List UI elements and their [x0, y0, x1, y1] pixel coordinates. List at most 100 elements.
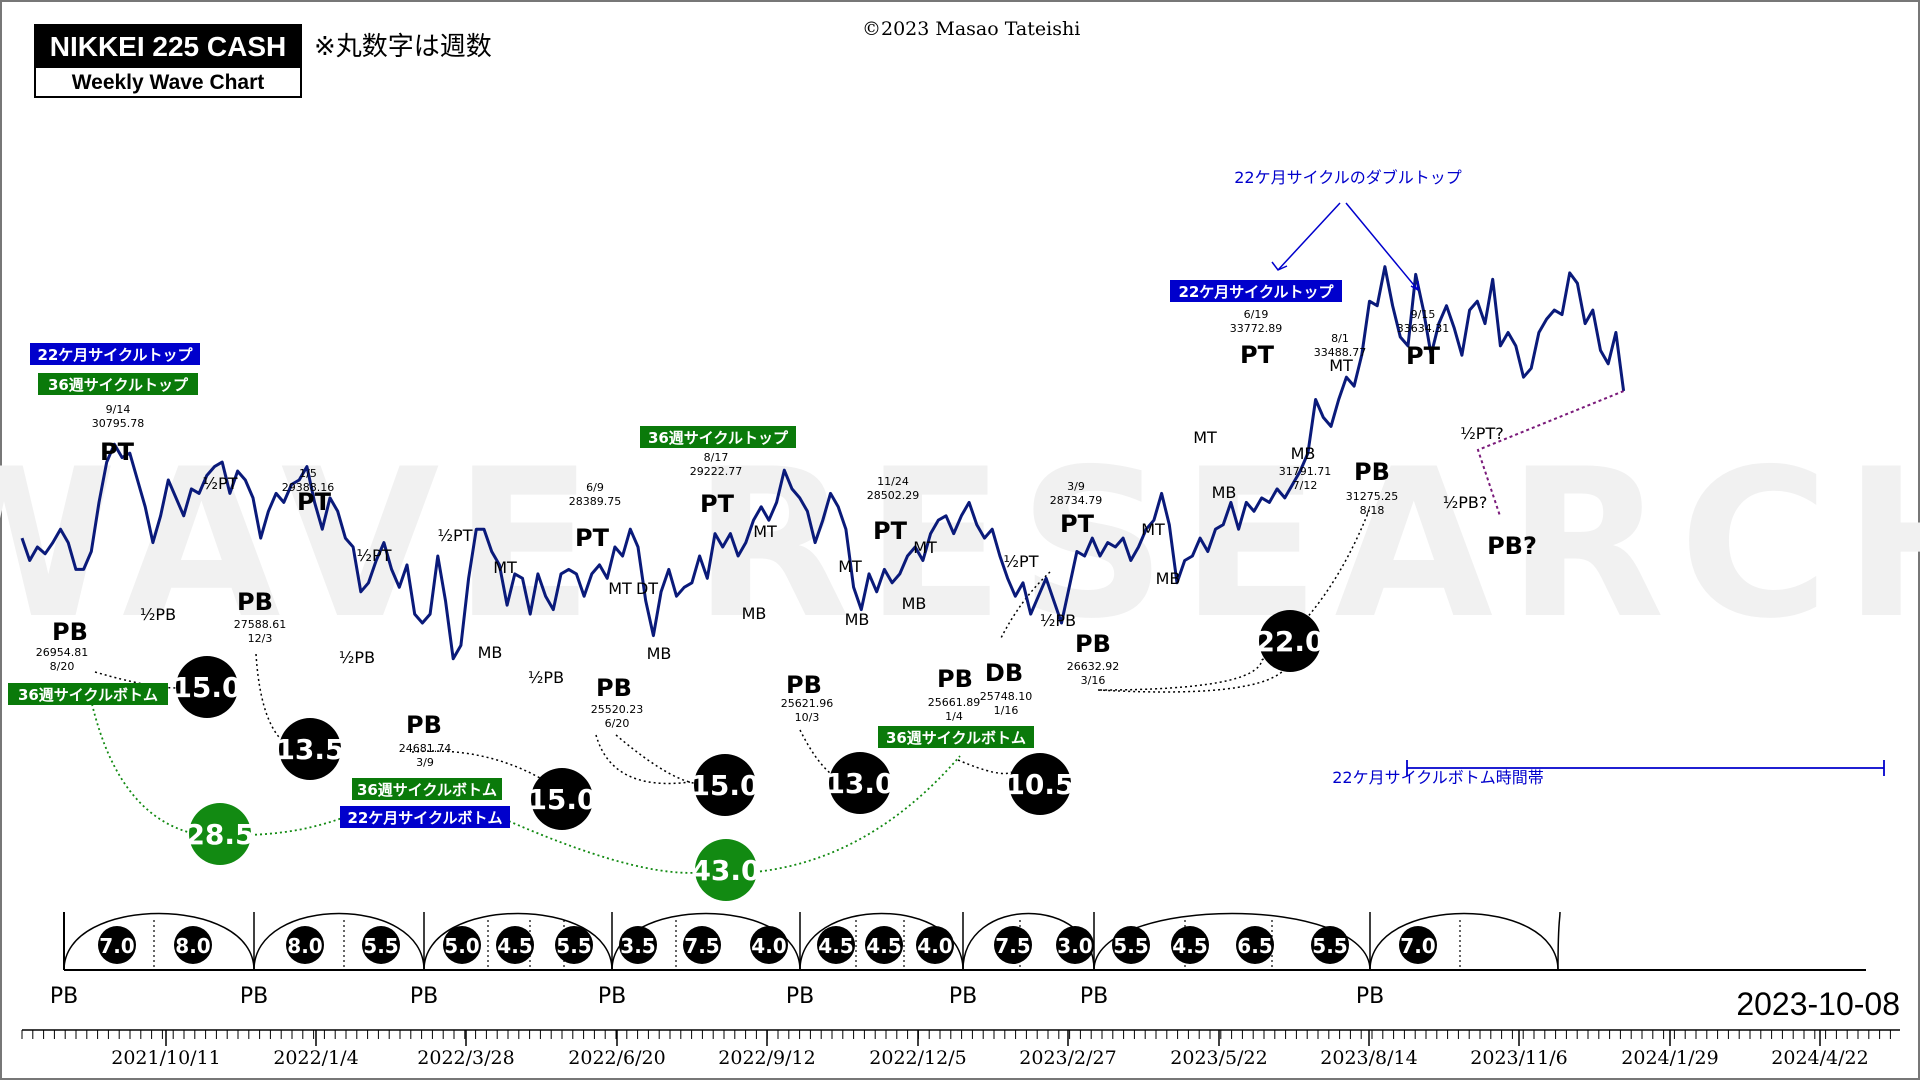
projection-dotted-line	[1476, 390, 1624, 517]
cycle-tag-box-4	[352, 778, 502, 800]
week-circle-4	[829, 752, 891, 814]
cycle-tag-text-2: 36週サイクルボトム	[18, 686, 158, 704]
pivot-date-21: 10/3	[795, 711, 820, 724]
pivot-date-4: 12/3	[248, 632, 273, 645]
pivot-value-41: 33634.31	[1397, 322, 1450, 335]
cycle-tag-box-5	[340, 806, 510, 828]
week-count-label-7: 3.5	[620, 934, 655, 958]
pivot-date-8: 3/9	[416, 756, 434, 769]
week-connector-black-22	[1099, 507, 1371, 691]
week-count-label-4: 5.0	[444, 934, 479, 958]
pivot-date-41: 9/15	[1411, 308, 1436, 321]
week-count-label-1: 8.0	[175, 934, 210, 958]
pivot-value-28: 25748.10	[980, 690, 1033, 703]
week-circle-label-3: 15.0	[690, 769, 759, 802]
week-count-label-17: 6.5	[1237, 934, 1272, 958]
x-axis-tick-label-8: 2023/8/14	[1320, 1047, 1417, 1069]
week-circle-5	[1009, 753, 1071, 815]
double-top-arrow-right	[1345, 202, 1419, 291]
week-circle-7	[189, 803, 251, 865]
x-axis-tick-label-5: 2022/12/5	[869, 1047, 966, 1069]
cycle-arc-4	[799, 912, 964, 971]
week-connector-black-4	[615, 734, 717, 785]
double-top-arrow-left-head	[1271, 261, 1288, 271]
cycle-bottom-label-4: PB	[786, 984, 814, 1009]
week-count-circle-1	[174, 926, 212, 964]
pivot-label-23: MB	[845, 610, 870, 629]
x-axis-tick-label-2: 2022/3/28	[417, 1047, 514, 1069]
title-box: NIKKEI 225 CASH Weekly Wave Chart	[34, 24, 302, 98]
week-circle-label-5: 10.5	[1005, 768, 1074, 801]
pivot-date-18: 8/17	[704, 451, 729, 464]
week-count-note: ※丸数字は週数	[314, 32, 492, 62]
week-count-label-13: 7.5	[995, 934, 1030, 958]
week-connector-green-3	[754, 755, 961, 873]
week-circle-label-6: 22.0	[1255, 625, 1324, 658]
week-count-label-10: 4.5	[818, 934, 853, 958]
cycle-tag-box-0	[30, 343, 200, 365]
pivot-label-33: MT	[1141, 520, 1165, 539]
pivot-value-24: 28502.29	[867, 489, 920, 502]
pivot-label-37: PT	[1240, 341, 1275, 369]
pivot-label-43: ½PB?	[1443, 493, 1488, 512]
pivot-label-3: ½PB	[140, 605, 176, 624]
x-axis-tick-label-6: 2023/2/27	[1019, 1047, 1116, 1069]
week-connector-black-2	[411, 750, 541, 779]
cycle-bottom-label-3: PB	[598, 984, 626, 1009]
cycle-arc-7	[1369, 912, 1559, 971]
pivot-date-32: 3/16	[1081, 674, 1106, 687]
week-count-label-6: 5.5	[556, 934, 591, 958]
pivot-label-39: MT	[1329, 356, 1353, 375]
cycle-tag-box-7	[1170, 280, 1342, 302]
double-top-arrow-left	[1277, 202, 1341, 271]
week-count-circle-16	[1171, 926, 1209, 964]
double-top-arrow-right-head	[1410, 281, 1419, 292]
week-count-circle-2	[286, 926, 324, 964]
week-count-circle-18	[1311, 926, 1349, 964]
week-count-circle-7	[619, 926, 657, 964]
pivot-label-4: PB	[237, 588, 273, 616]
pivot-label-29: ½PT	[1004, 552, 1039, 571]
week-count-label-0: 7.0	[99, 934, 134, 958]
pivot-date-0: 8/20	[50, 660, 75, 673]
week-connector-green-0	[91, 703, 201, 836]
pivot-date-28: 1/16	[994, 704, 1019, 717]
week-count-circle-11	[865, 926, 903, 964]
pivot-value-4: 27588.61	[234, 618, 287, 631]
pivot-label-28: DB	[985, 659, 1023, 687]
pivot-value-37: 33772.89	[1230, 322, 1283, 335]
week-circle-label-0: 15.0	[172, 671, 241, 704]
pivot-label-11: MB	[478, 643, 503, 662]
pivot-label-30: ½PB	[1040, 611, 1076, 630]
pivot-label-40: PB	[1354, 458, 1390, 486]
pivot-label-24: PT	[873, 517, 908, 545]
pivot-label-5: PT	[297, 488, 332, 516]
pivot-label-20: MB	[742, 604, 767, 623]
pivot-date-37: 6/19	[1244, 308, 1269, 321]
pivot-date-24: 11/24	[877, 475, 909, 488]
cycle-tag-box-1	[38, 373, 198, 395]
pivot-label-21: PB	[786, 671, 822, 699]
week-count-label-5: 4.5	[497, 934, 532, 958]
chart-date: 2023-10-08	[1736, 986, 1900, 1022]
copyright: ©2023 Masao Tateishi	[862, 18, 1081, 40]
x-axis-tick-label-10: 2024/1/29	[1621, 1047, 1718, 1069]
x-axis-tick-label-0: 2021/10/11	[111, 1047, 221, 1069]
chart-subtitle: Weekly Wave Chart	[71, 71, 265, 94]
pivot-value-27: 25661.89	[928, 696, 981, 709]
x-axis-tick-label-7: 2023/5/22	[1170, 1047, 1267, 1069]
cycle-arc-1	[253, 912, 425, 971]
pivot-date-14: 6/20	[605, 717, 630, 730]
pivot-label-32: PB	[1075, 630, 1111, 658]
cycle-arc-0	[63, 912, 255, 971]
cycle-bottom-label-6: PB	[1080, 984, 1108, 1009]
week-count-circle-10	[817, 926, 855, 964]
pivot-date-13: 6/9	[586, 481, 604, 494]
week-count-circle-4	[443, 926, 481, 964]
week-count-circle-3	[362, 926, 400, 964]
pivot-date-5: 1/5	[299, 467, 317, 480]
pivot-label-15: MT	[608, 579, 632, 598]
chart-title: NIKKEI 225 CASH	[36, 26, 300, 68]
pivot-value-5: 29388.16	[282, 481, 335, 494]
pivot-date-39: 8/1	[1331, 332, 1349, 345]
